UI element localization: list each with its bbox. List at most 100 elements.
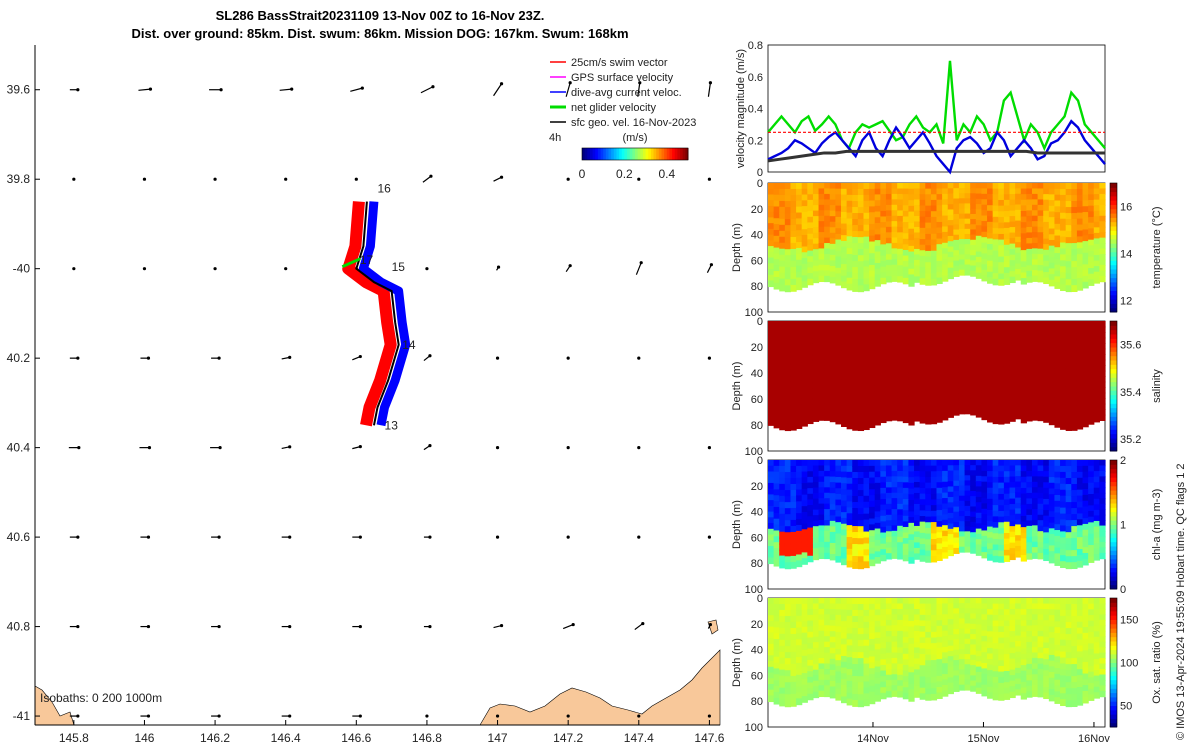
heatmap-cell (869, 235, 876, 243)
heatmap-cell (1009, 227, 1016, 234)
heatmap-cell (936, 504, 943, 511)
heatmap-cell (880, 493, 887, 500)
sfc-vector (352, 535, 362, 539)
heatmap-cell (812, 515, 820, 522)
heatmap-cell (947, 544, 954, 551)
heatmap-cell (992, 648, 999, 656)
heatmap-cell (964, 613, 971, 620)
heatmap-cell (857, 381, 865, 389)
velocity-y-tick-label: 0.2 (748, 135, 763, 147)
heatmap-cell (992, 609, 999, 616)
heatmap-cell (947, 214, 954, 221)
heatmap-cell (891, 547, 898, 554)
heatmap-cell (1003, 261, 1011, 269)
heatmap-cell (1076, 615, 1084, 623)
heatmap-cell (958, 618, 966, 625)
heatmap-cell (936, 659, 943, 666)
heatmap-cell (796, 410, 803, 418)
heatmap-cell (1065, 640, 1072, 647)
sfc-vector-head (146, 535, 151, 539)
heatmap-cell (807, 377, 814, 385)
heatmap-cell (1015, 331, 1022, 339)
heatmap-cell (863, 627, 870, 635)
heatmap-cell (975, 645, 983, 652)
heatmap-cell (885, 409, 893, 416)
heatmap-cell (998, 400, 1005, 408)
depth-tick-label: 100 (745, 307, 763, 319)
heatmap-cell (958, 633, 966, 640)
heatmap-cell (981, 220, 988, 228)
heatmap-cell (1082, 321, 1089, 328)
heatmap-cell (1082, 465, 1089, 473)
heatmap-cell (919, 222, 926, 229)
heatmap-cell (874, 349, 881, 357)
heatmap-cell (942, 690, 949, 697)
heatmap-cell (970, 532, 977, 539)
heatmap-cell (1037, 370, 1044, 378)
heatmap-cell (818, 221, 825, 228)
heatmap-cell (930, 222, 938, 230)
heatmap-cell (925, 349, 932, 357)
heatmap-cell (1003, 609, 1011, 616)
heatmap-cell (925, 550, 932, 558)
heatmap-cell (1076, 266, 1084, 273)
heatmap-cell (947, 225, 954, 232)
heatmap-cell (1031, 408, 1039, 416)
heatmap-cell (773, 338, 780, 346)
heatmap-cell (987, 509, 994, 517)
heatmap-cell (1082, 367, 1089, 375)
heatmap-cell (1071, 351, 1078, 359)
heatmap-cell (824, 603, 831, 610)
heatmap-cell (908, 183, 915, 190)
heatmap-cell (863, 531, 870, 539)
heatmap-cell (925, 665, 932, 673)
heatmap-cell (992, 660, 999, 667)
heatmap-cell (1076, 392, 1084, 400)
heatmap-cell (970, 404, 977, 411)
heatmap-cell (987, 670, 994, 677)
heatmap-cell (885, 204, 893, 212)
heatmap-cell (998, 366, 1005, 374)
heatmap-cell (891, 321, 898, 328)
heatmap-cell (835, 682, 842, 690)
heatmap-cell (1060, 206, 1067, 214)
heatmap-cell (818, 603, 825, 610)
heatmap-cell (964, 546, 971, 553)
velocity-y-label: velocity magnitude (m/s) (735, 49, 747, 168)
heatmap-cell (964, 372, 971, 379)
sfc-vector (213, 267, 217, 271)
heatmap-cell (1020, 405, 1027, 413)
heatmap-cell (857, 640, 865, 648)
heatmap-cell (835, 527, 842, 535)
heatmap-cell (987, 609, 994, 616)
heatmap-cell (987, 210, 994, 218)
heatmap-cell (1003, 693, 1011, 700)
heatmap-cell (857, 249, 865, 257)
heatmap-cell (784, 399, 792, 407)
heatmap-cell (908, 257, 915, 264)
heatmap-cell (902, 504, 910, 512)
heatmap-cell (796, 692, 803, 700)
colorbar-cell (611, 148, 615, 160)
heatmap-cell (987, 332, 994, 339)
heatmap-cell (970, 393, 977, 400)
heatmap-cell (1015, 348, 1022, 355)
sfc-vector (69, 624, 80, 629)
heatmap-cell (835, 321, 842, 328)
heatmap-cell (812, 465, 820, 472)
heatmap-cell (998, 460, 1005, 467)
heatmap-cell (1043, 365, 1050, 373)
heatmap-cell (818, 242, 825, 250)
heatmap-cell (891, 326, 898, 333)
heatmap-cell (914, 270, 921, 278)
heatmap-cell (970, 331, 977, 338)
heatmap-cell (829, 326, 836, 334)
heatmap-cell (964, 382, 971, 389)
heatmap-cell (987, 493, 994, 500)
heatmap-cell (981, 519, 988, 526)
heatmap-cell (812, 393, 820, 400)
heatmap-cell (1037, 414, 1044, 422)
heatmap-cell (914, 193, 921, 201)
heatmap-cell (1082, 281, 1089, 289)
heatmap-cell (835, 471, 842, 478)
